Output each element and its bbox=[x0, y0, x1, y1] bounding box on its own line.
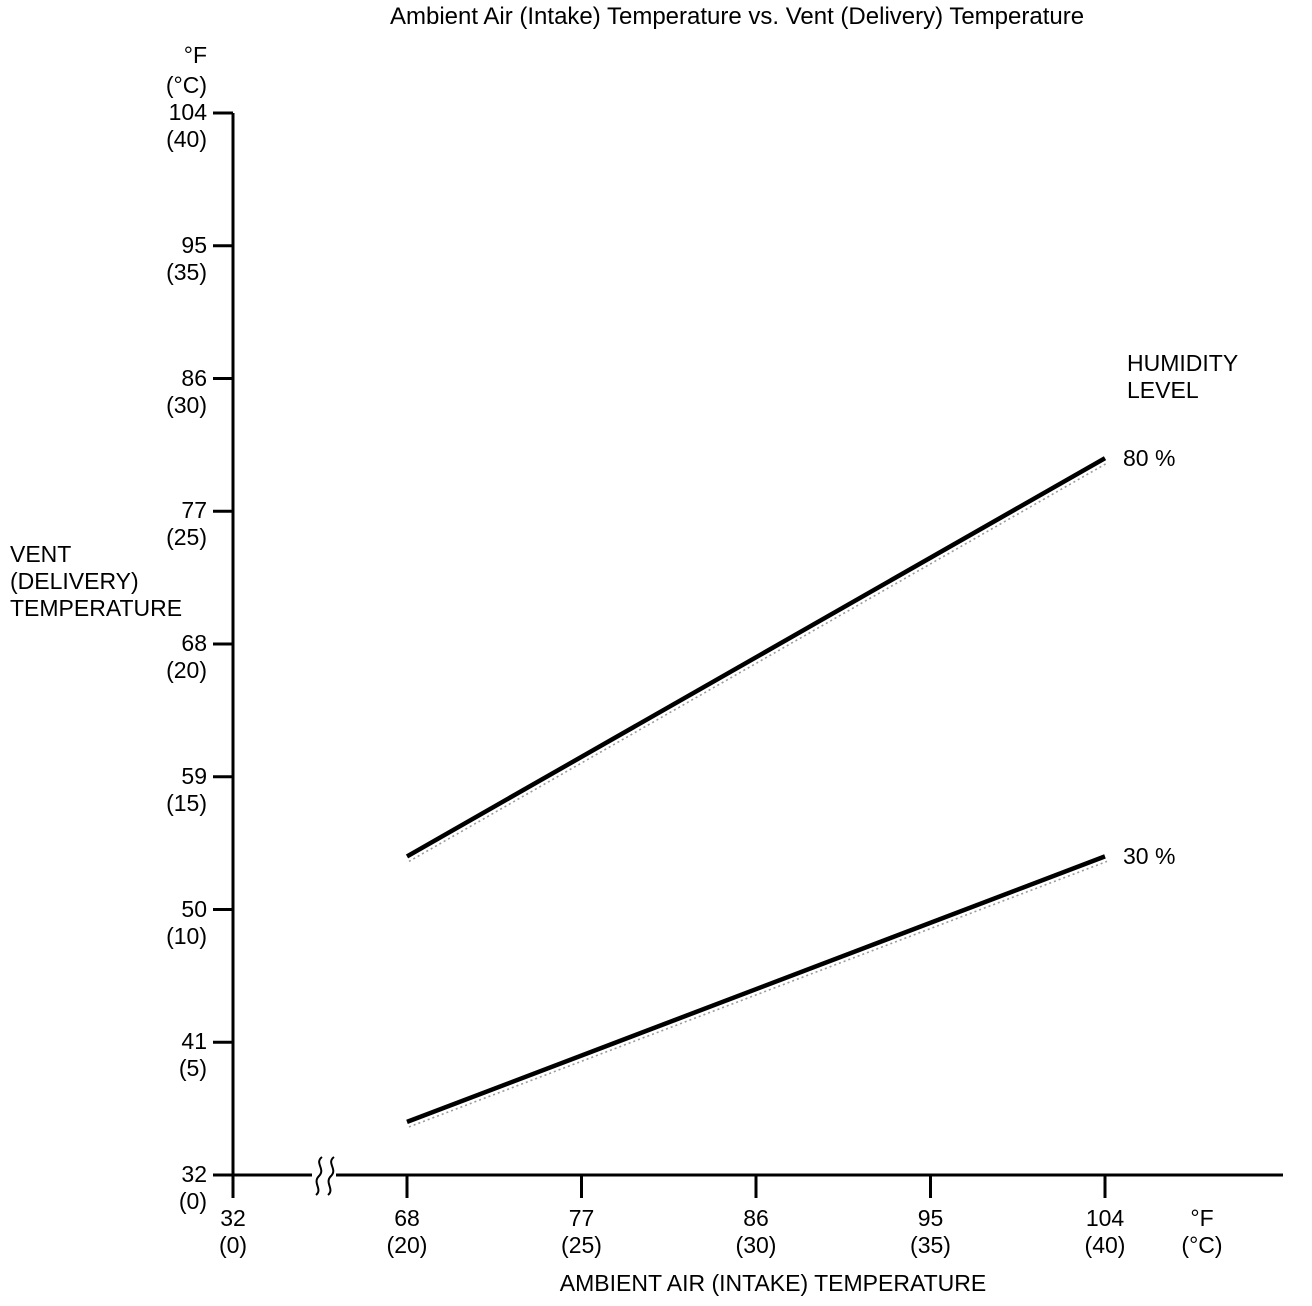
chart-title: Ambient Air (Intake) Temperature vs. Ven… bbox=[390, 3, 1085, 30]
y-tick-label-41: 41 (5) bbox=[178, 1028, 207, 1082]
x-axis-break-icon bbox=[315, 1156, 323, 1196]
x-tick-label-32: 32 (0) bbox=[218, 1205, 248, 1258]
x-axis-break-icon bbox=[327, 1156, 335, 1196]
x-axis-title: AMBIENT AIR (INTAKE) TEMPERATURE bbox=[559, 1270, 987, 1296]
y-tick-label-59: 59 (15) bbox=[166, 762, 207, 816]
y-tick-label-95: 95 (35) bbox=[166, 231, 207, 285]
series-line-shadow-1 bbox=[408, 860, 1108, 1128]
y-tick-label-86: 86 (30) bbox=[166, 364, 207, 418]
legend-title: HUMIDITY LEVEL bbox=[1127, 350, 1239, 403]
series-line-80% bbox=[405, 456, 1107, 859]
x-tick-label-86: 86 (30) bbox=[735, 1205, 777, 1258]
y-tick-label-32: 32 (0) bbox=[178, 1161, 207, 1214]
x-tick-label-68: 68 (20) bbox=[386, 1205, 428, 1258]
x-axis-unit-label: °F (°C) bbox=[1181, 1205, 1223, 1258]
y-tick-label-50: 50 (10) bbox=[166, 895, 207, 949]
series-line-shadow-0 bbox=[408, 462, 1108, 863]
x-tick-label-95: 95 (35) bbox=[910, 1205, 951, 1258]
y-tick-label-77: 77 (25) bbox=[166, 497, 207, 551]
series-label-30%: 30 % bbox=[1123, 843, 1176, 870]
y-tick-label-68: 68 (20) bbox=[166, 630, 207, 683]
y-axis-title: VENT (DELIVERY) TEMPERATURE bbox=[10, 541, 183, 621]
x-tick-label-104: 104 (40) bbox=[1084, 1205, 1126, 1258]
y-axis-unit-label: °F (°C) bbox=[165, 42, 207, 98]
series-line-30% bbox=[406, 854, 1106, 1125]
y-tick-label-104: 104 (40) bbox=[166, 99, 207, 152]
x-tick-label-77: 77 (25) bbox=[561, 1205, 602, 1258]
series-label-80%: 80 % bbox=[1123, 445, 1176, 472]
